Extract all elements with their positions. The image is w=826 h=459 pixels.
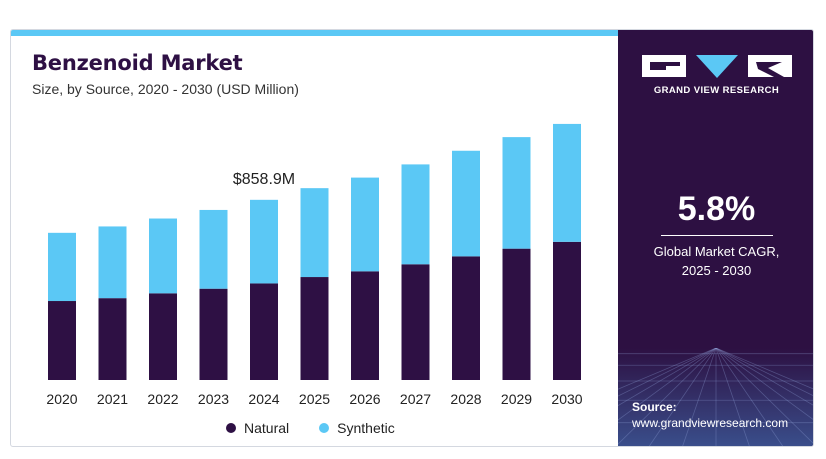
grand-view-research-logo [642,55,792,78]
cagr-label: Global Market CAGR, 2025 - 2030 [618,242,813,280]
x-tick-label-2028: 2028 [450,391,481,407]
bar-natural-2021 [98,298,127,380]
legend-item-synthetic: Synthetic [319,420,395,436]
cagr-label-line1: Global Market CAGR, [653,244,780,259]
x-tick-label-2022: 2022 [147,391,178,407]
x-tick-label-2023: 2023 [198,391,229,407]
bar-natural-2027 [401,264,430,380]
side-panel: GRAND VIEW RESEARCH 5.8% Global Market C… [618,30,813,446]
x-tick-label-2021: 2021 [97,391,128,407]
bar-natural-2026 [351,271,379,380]
bar-natural-2020 [48,301,76,380]
bar-natural-2024 [250,283,278,380]
bar-synthetic-2028 [452,150,480,257]
stacked-bar-chart: 2020 2021 2022 2023 $858.9M 2024 2025 2026 2027 2… [46,123,583,407]
chart-subtitle: Size, by Source, 2020 - 2030 (USD Millio… [32,81,299,97]
cagr-divider [661,235,773,236]
source-url: www.grandviewresearch.com [632,416,789,430]
legend-label-synthetic: Synthetic [337,420,395,436]
bar-natural-2030 [553,241,581,380]
legend-item-natural: Natural [226,420,289,436]
bar-natural-2023 [199,288,228,380]
bar-synthetic-2026 [351,177,379,272]
x-tick-label-2029: 2029 [501,391,532,407]
cagr-value: 5.8% [677,190,756,228]
bar-synthetic-2023 [199,209,228,289]
accent-bar [11,30,618,36]
bar-natural-2029 [502,248,531,380]
decorative-grid [618,348,813,446]
bar-synthetic-2025 [300,188,329,278]
source-label: Source: [632,400,677,414]
chart-panel: Benzenoid Market Size, by Source, 2020 -… [11,36,618,446]
bar-natural-2028 [452,256,480,380]
bar-annotation: $858.9M [233,171,295,188]
legend-swatch-natural [226,423,236,433]
x-tick-label-2030: 2030 [551,391,582,407]
bar-synthetic-2029 [502,137,531,249]
bar-synthetic-2027 [401,164,430,265]
infographic-card: Benzenoid Market Size, by Source, 2020 -… [10,29,814,447]
bar-synthetic-2022 [149,218,177,294]
bar-natural-2022 [149,293,177,380]
cagr-label-line2: 2025 - 2030 [681,263,752,278]
legend-swatch-synthetic [319,423,330,433]
brand-name: GRAND VIEW RESEARCH [653,85,780,96]
chart-title: Benzenoid Market [32,51,243,75]
x-tick-label-2020: 2020 [46,391,77,407]
bar-synthetic-2020 [48,232,76,302]
bar-synthetic-2030 [553,123,581,242]
x-tick-label-2027: 2027 [400,391,431,407]
x-tick-label-2024: 2024 [248,391,279,407]
x-tick-label-2026: 2026 [349,391,380,407]
legend: Natural Synthetic [226,420,395,436]
bar-natural-2025 [300,277,329,380]
legend-label-natural: Natural [244,420,290,436]
bar-synthetic-2024 [250,199,278,284]
x-tick-label-2025: 2025 [299,391,330,407]
bar-synthetic-2021 [98,226,127,299]
